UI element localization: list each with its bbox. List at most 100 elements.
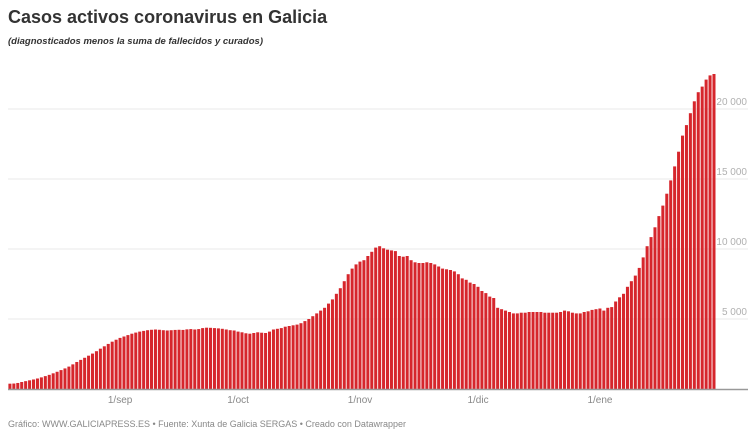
- bar: [287, 326, 291, 389]
- bar: [146, 330, 150, 389]
- bar: [169, 330, 173, 389]
- bar: [362, 260, 366, 389]
- bar: [578, 313, 582, 389]
- bar: [547, 312, 551, 389]
- bar: [633, 275, 637, 389]
- bar: [602, 310, 606, 389]
- bar: [275, 328, 279, 389]
- bar: [299, 323, 303, 389]
- bar: [673, 166, 677, 389]
- bar: [437, 266, 441, 389]
- bar: [59, 370, 63, 389]
- bar: [614, 301, 618, 389]
- bar: [452, 271, 456, 389]
- bar: [700, 86, 704, 389]
- bar: [586, 311, 590, 389]
- bar: [338, 288, 342, 389]
- bar: [71, 364, 75, 389]
- chart-subtitle: (diagnosticados menos la suma de falleci…: [8, 36, 263, 47]
- bar: [507, 312, 511, 389]
- bar: [55, 371, 59, 389]
- bar: [28, 380, 32, 389]
- bar: [417, 263, 421, 389]
- bar: [523, 312, 527, 389]
- bar: [291, 325, 295, 389]
- bar: [445, 269, 449, 389]
- bar: [504, 310, 508, 389]
- bar: [35, 378, 39, 389]
- bar: [311, 316, 315, 389]
- y-tick-label: 15 000: [716, 167, 747, 178]
- bar: [236, 331, 240, 389]
- bar: [378, 246, 382, 389]
- bar: [409, 260, 413, 389]
- bar: [543, 312, 547, 389]
- bar: [102, 346, 106, 389]
- bar: [16, 382, 20, 389]
- bar: [303, 321, 307, 389]
- bar: [559, 312, 563, 389]
- bar: [43, 376, 47, 389]
- bar: [468, 282, 472, 389]
- bar: [460, 278, 464, 389]
- bar: [515, 313, 519, 389]
- bar: [134, 332, 138, 389]
- bar: [209, 327, 213, 389]
- bar: [8, 383, 12, 389]
- x-tick-label: 1/nov: [348, 395, 372, 406]
- bar: [696, 92, 700, 389]
- bar: [401, 256, 405, 389]
- bar: [425, 262, 429, 389]
- y-tick-label: 5 000: [722, 307, 747, 318]
- bar: [252, 333, 256, 389]
- bar: [511, 313, 515, 389]
- bar: [157, 329, 161, 389]
- bar: [637, 267, 641, 389]
- bar: [712, 74, 716, 389]
- bar: [531, 312, 535, 389]
- bar: [574, 313, 578, 389]
- bar: [566, 311, 570, 389]
- bar: [94, 351, 98, 389]
- bar: [122, 336, 126, 389]
- bar: [161, 330, 165, 389]
- bar: [189, 329, 193, 389]
- bar: [130, 333, 134, 389]
- x-tick-label: 1/ene: [587, 395, 612, 406]
- bar: [405, 256, 409, 389]
- bar: [421, 263, 425, 389]
- bar: [126, 335, 130, 389]
- bar: [177, 329, 181, 389]
- bar: [645, 246, 649, 389]
- bar: [677, 151, 681, 389]
- bar: [629, 281, 633, 389]
- bar: [393, 251, 397, 389]
- bar: [704, 79, 708, 389]
- bar: [653, 227, 657, 389]
- bar: [433, 264, 437, 389]
- bar: [492, 298, 496, 389]
- bar: [535, 312, 539, 389]
- x-tick-label: 1/dic: [467, 395, 488, 406]
- bar: [488, 296, 492, 389]
- bar: [350, 268, 354, 389]
- bar: [594, 309, 598, 389]
- bar: [307, 319, 311, 389]
- bar: [598, 308, 602, 389]
- bar: [106, 343, 110, 389]
- bar: [193, 329, 197, 389]
- bar: [319, 310, 323, 389]
- bar: [441, 268, 445, 389]
- bar: [519, 312, 523, 389]
- bar: [39, 377, 43, 389]
- bar: [555, 312, 559, 389]
- bar: [610, 307, 614, 389]
- bar: [389, 250, 393, 389]
- bar: [63, 368, 67, 389]
- bar: [268, 331, 272, 389]
- bar: [67, 366, 71, 389]
- bar: [484, 293, 488, 389]
- bar: [98, 348, 102, 389]
- bar: [551, 312, 555, 389]
- bar: [429, 263, 433, 389]
